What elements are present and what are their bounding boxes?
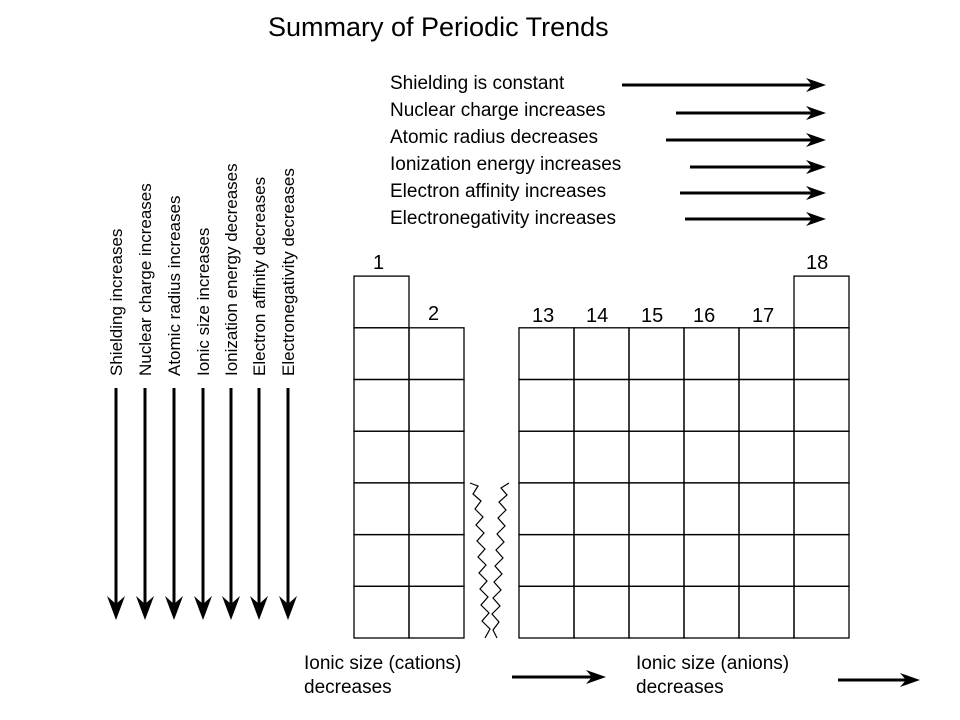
table-cell-group-18 <box>793 327 850 381</box>
anion-size-note-line2: decreases <box>636 677 724 698</box>
cation-size-note-line1: Ionic size (cations) <box>304 653 462 674</box>
table-cell-group-18 <box>793 378 850 432</box>
table-cell-group-17 <box>738 533 795 587</box>
arrow-nuclear-charge-head <box>806 106 826 120</box>
trend-label-electron-affinity-increases: Electron affinity increases <box>390 181 607 202</box>
table-cell-group-18 <box>793 482 850 536</box>
table-cell-group-14 <box>573 585 630 639</box>
table-cell-group-13 <box>518 533 575 587</box>
table-cell-group-2 <box>408 430 465 484</box>
table-cell-group-14 <box>573 482 630 536</box>
table-cell-group-1 <box>353 533 410 587</box>
group-label-1: 1 <box>373 252 385 274</box>
table-cell-group-2 <box>408 482 465 536</box>
table-cell-group-17 <box>738 378 795 432</box>
table-cell-group-15 <box>628 378 685 432</box>
trend-label-shielding-constant: Shielding is constant <box>390 73 565 94</box>
table-cell-group-2 <box>408 585 465 639</box>
trend-label-ionization-energy-increases: Ionization energy increases <box>390 154 622 175</box>
arrow-ionization-energy-head <box>806 160 826 174</box>
arrow-cation-size-head <box>586 670 606 684</box>
varrow-nuclear-charge-head <box>136 596 154 620</box>
table-cell-group-13 <box>518 430 575 484</box>
cation-size-note-line2: decreases <box>304 677 392 698</box>
varrow-electronegativity-head <box>279 596 297 620</box>
cation-size-note: Ionic size (cations) decreases <box>304 652 461 700</box>
table-cell-group-14 <box>573 430 630 484</box>
table-cell-group-2 <box>408 533 465 587</box>
table-cell-group-17 <box>738 327 795 381</box>
ionic-size-arrows <box>512 670 920 687</box>
table-cell-group-15 <box>628 327 685 381</box>
table-cell-group-16 <box>683 378 740 432</box>
varrow-ionic-size-head <box>194 596 212 620</box>
break-line-left <box>469 482 491 639</box>
group-label-14: 14 <box>586 305 609 327</box>
table-cell-group-13 <box>518 585 575 639</box>
table-cell-group-2 <box>408 378 465 432</box>
table-cell-group-13 <box>518 482 575 536</box>
group-label-17: 17 <box>752 305 775 327</box>
arrow-electronegativity-head <box>806 212 826 226</box>
table-cell-group-15 <box>628 585 685 639</box>
anion-size-note: Ionic size (anions) decreases <box>636 652 789 700</box>
anion-size-note-line1: Ionic size (anions) <box>636 653 790 674</box>
table-cell-group-15 <box>628 482 685 536</box>
table-cell-group-18 <box>793 275 850 329</box>
trend-label-atomic-radius-decreases: Atomic radius decreases <box>390 127 599 148</box>
table-cell-group-15 <box>628 533 685 587</box>
table-cell-group-1 <box>353 327 410 381</box>
group-label-18: 18 <box>806 252 829 274</box>
table-cell-group-1 <box>353 585 410 639</box>
table-cell-group-1 <box>353 430 410 484</box>
arrow-anion-size-head <box>900 673 920 687</box>
varrow-shielding-head <box>107 596 125 620</box>
table-cell-group-15 <box>628 430 685 484</box>
horizontal-trend-arrows <box>622 78 826 226</box>
arrow-atomic-radius-head <box>806 133 826 147</box>
table-cell-group-1 <box>353 275 410 329</box>
trend-label-electronegativity-increases: Electronegativity increases <box>390 208 616 229</box>
table-cell-group-16 <box>683 430 740 484</box>
table-cell-group-16 <box>683 533 740 587</box>
varrow-atomic-radius-head <box>165 596 183 620</box>
group-label-2: 2 <box>428 303 440 325</box>
table-cell-group-13 <box>518 378 575 432</box>
table-cell-group-14 <box>573 378 630 432</box>
table-cell-group-18 <box>793 585 850 639</box>
varrow-electron-affinity-head <box>250 596 268 620</box>
table-cell-group-18 <box>793 533 850 587</box>
group-label-13: 13 <box>532 305 555 327</box>
table-cell-group-13 <box>518 327 575 381</box>
arrow-shielding-constant-head <box>806 78 826 92</box>
trend-label-nuclear-charge-increases: Nuclear charge increases <box>390 100 606 121</box>
table-break-mark <box>469 482 510 639</box>
break-line-right <box>491 482 510 639</box>
table-cell-group-17 <box>738 482 795 536</box>
table-cell-group-1 <box>353 482 410 536</box>
group-label-16: 16 <box>693 305 716 327</box>
table-cell-group-16 <box>683 482 740 536</box>
group-label-15: 15 <box>641 305 664 327</box>
table-cell-group-14 <box>573 533 630 587</box>
varrow-ionization-energy-head <box>222 596 240 620</box>
table-cell-group-16 <box>683 585 740 639</box>
diagram-title: Summary of Periodic Trends <box>268 12 609 42</box>
vertical-trend-arrows <box>107 388 297 620</box>
table-cell-group-17 <box>738 585 795 639</box>
table-cell-group-14 <box>573 327 630 381</box>
arrow-electron-affinity-head <box>806 186 826 200</box>
table-cell-group-16 <box>683 327 740 381</box>
table-cell-group-1 <box>353 378 410 432</box>
table-cell-group-2 <box>408 327 465 381</box>
table-cell-group-18 <box>793 430 850 484</box>
table-cell-group-17 <box>738 430 795 484</box>
periodic-table-grid <box>353 275 850 639</box>
